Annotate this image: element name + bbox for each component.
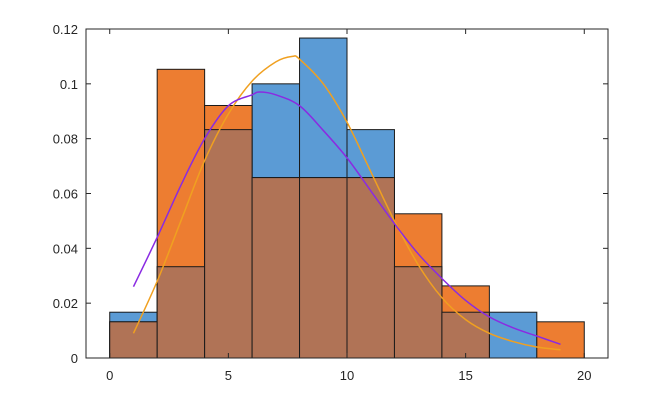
- y-tick-label-2: 0.04: [53, 241, 78, 256]
- overlap-bar-1: [156, 266, 206, 359]
- fit-curve-1: [132, 55, 561, 351]
- fit-curve-2: [132, 91, 561, 346]
- x-tick-label-1: 5: [225, 368, 232, 383]
- y-tick-label-6: 0.12: [53, 22, 78, 37]
- x-tick-label-0: 0: [106, 368, 113, 383]
- overlap-bar-6: [393, 266, 443, 359]
- y-tick-label-3: 0.06: [53, 187, 78, 202]
- y-axis-ticks: 0 0.02 0.04 0.06 0.08 0.1 0.12: [53, 22, 608, 366]
- series-2-bar-9: [536, 321, 585, 359]
- overlap-bar-2: [204, 129, 253, 359]
- overlap-bar-3: [251, 177, 301, 359]
- y-tick-label-5: 0.1: [60, 77, 78, 92]
- x-axis-ticks: 0 5 10 15 20: [106, 29, 592, 383]
- y-tick-label-1: 0.02: [53, 296, 78, 311]
- x-tick-label-2: 10: [340, 368, 354, 383]
- fit-curves: [132, 55, 561, 351]
- x-tick-label-3: 15: [458, 368, 472, 383]
- series-1-bar-8: [488, 311, 538, 359]
- x-tick-label-4: 20: [577, 368, 591, 383]
- y-tick-label-4: 0.08: [53, 132, 78, 147]
- overlap-bar-0: [109, 321, 158, 359]
- overlap-bar-5: [346, 177, 395, 359]
- overlap-bars: [109, 129, 490, 359]
- y-tick-label-0: 0: [71, 351, 78, 366]
- overlap-bar-4: [299, 177, 348, 359]
